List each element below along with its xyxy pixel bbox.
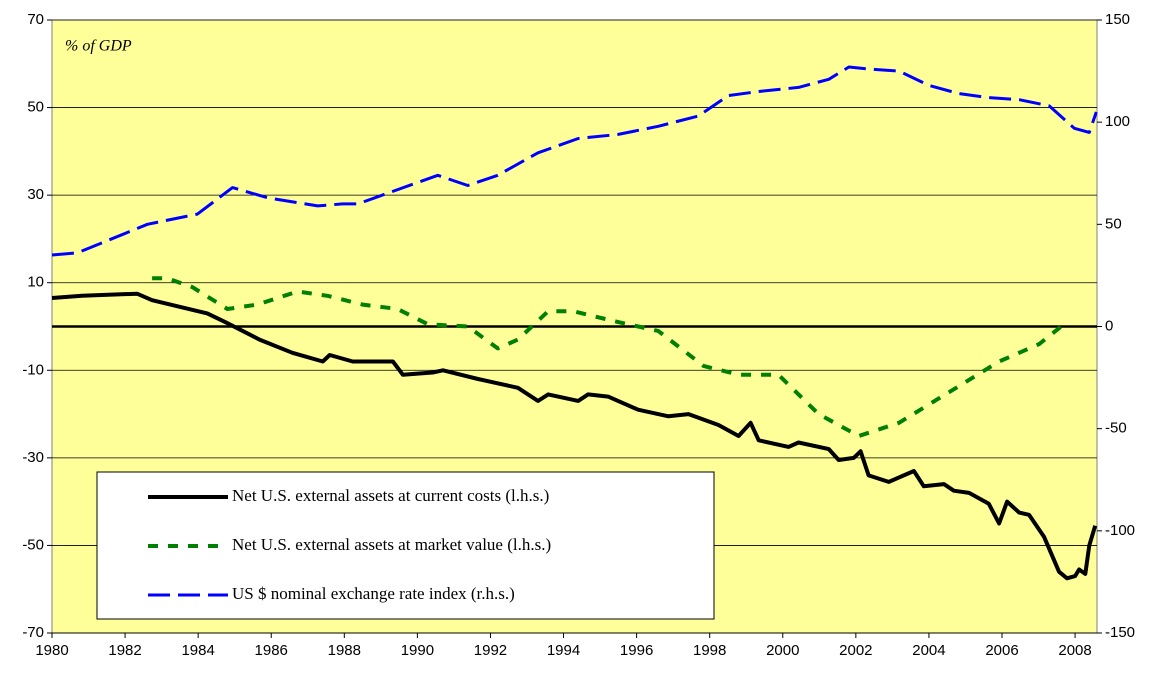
x-tick-label: 1980 bbox=[35, 642, 68, 659]
series-line bbox=[51, 291, 1098, 581]
x-tick-label: 2004 bbox=[912, 642, 945, 659]
legend-label: Net U.S. external assets at market value… bbox=[232, 535, 551, 554]
y-tick-label: 50 bbox=[27, 99, 44, 116]
y-tick-label: 70 bbox=[27, 11, 44, 28]
x-tick-label: 1998 bbox=[693, 642, 726, 659]
y-tick-label: -50 bbox=[22, 536, 44, 553]
y-tick-label: 10 bbox=[27, 274, 44, 291]
x-tick-label: 2008 bbox=[1058, 642, 1091, 659]
x-tick-label: 1996 bbox=[620, 642, 653, 659]
x-tick-label: 1992 bbox=[474, 642, 507, 659]
y2-tick-label: -100 bbox=[1105, 522, 1135, 539]
y2-tick-label: 150 bbox=[1105, 11, 1130, 28]
x-tick-label: 1982 bbox=[108, 642, 141, 659]
y2-tick-label: 0 bbox=[1105, 317, 1113, 334]
legend-label: US $ nominal exchange rate index (r.h.s.… bbox=[232, 584, 515, 603]
x-tick-label: 2000 bbox=[766, 642, 799, 659]
y2-tick-label: -50 bbox=[1105, 420, 1127, 437]
y-tick-label: -70 bbox=[22, 624, 44, 641]
x-tick-label: 1988 bbox=[328, 642, 361, 659]
annotation: % of GDP bbox=[65, 38, 132, 55]
x-tick-label: 1984 bbox=[181, 642, 214, 659]
x-tick-label: 1994 bbox=[547, 642, 580, 659]
y2-tick-label: 100 bbox=[1105, 113, 1130, 130]
y2-tick-label: -150 bbox=[1105, 624, 1135, 641]
y-tick-label: -10 bbox=[22, 361, 44, 378]
series-line bbox=[152, 276, 1063, 438]
y-tick-label: -30 bbox=[22, 449, 44, 466]
legend-label: Net U.S. external assets at current cost… bbox=[232, 486, 549, 505]
y-tick-label: 30 bbox=[27, 186, 44, 203]
series-line bbox=[51, 65, 1098, 257]
x-tick-label: 1990 bbox=[401, 642, 434, 659]
y2-tick-label: 50 bbox=[1105, 215, 1122, 232]
x-tick-label: 2002 bbox=[839, 642, 872, 659]
x-tick-label: 2006 bbox=[985, 642, 1018, 659]
x-tick-label: 1986 bbox=[255, 642, 288, 659]
legend: Net U.S. external assets at current cost… bbox=[96, 471, 715, 620]
